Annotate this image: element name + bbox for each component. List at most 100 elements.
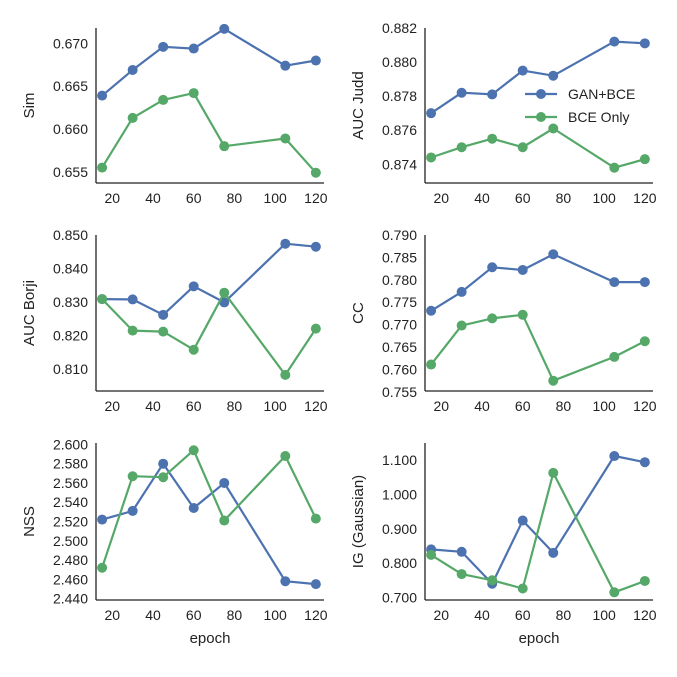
data-point-gan-bce	[456, 546, 467, 557]
legend-label-bce-only: BCE Only	[568, 109, 629, 125]
data-point-bce-only	[188, 445, 199, 456]
data-point-gan-bce	[188, 281, 199, 292]
x-tick-label: 100	[592, 398, 616, 414]
data-point-gan-bce	[426, 305, 437, 316]
data-point-gan-bce	[487, 89, 498, 100]
y-tick-label: 2.440	[53, 591, 88, 607]
y-tick-label: 0.760	[382, 361, 417, 377]
data-point-bce-only	[310, 167, 321, 178]
data-point-bce-only	[280, 451, 291, 462]
x-tick-label: 60	[515, 398, 531, 414]
data-point-bce-only	[188, 88, 199, 99]
data-point-bce-only	[609, 587, 620, 598]
panel-cc: 0.755 0.760 0.765 0.770 0.775 0.780 0.785 0.790…	[350, 227, 657, 414]
data-point-gan-bce	[548, 249, 559, 260]
panel-auc-judd: 0.874 0.876 0.878 0.880 0.882 20 40 60 80 100 120 A…	[350, 20, 657, 206]
data-point-bce-only	[517, 309, 528, 320]
y-tick-label: 0.665	[53, 78, 88, 94]
data-point-bce-only	[97, 294, 108, 305]
data-point-gan-bce	[548, 547, 559, 558]
x-tick-label: 120	[304, 190, 328, 206]
y-axis-label: Sim	[21, 93, 38, 119]
legend-label-gan-bce: GAN+BCE	[568, 86, 635, 102]
x-tick-label: 20	[433, 190, 449, 206]
x-tick-label: 120	[633, 607, 657, 623]
y-tick-label: 0.770	[382, 317, 417, 333]
x-tick-label: 100	[263, 607, 287, 623]
data-point-gan-bce	[456, 286, 467, 297]
data-point-bce-only	[609, 162, 620, 173]
x-tick-label: 40	[474, 398, 490, 414]
x-tick-label: 80	[556, 190, 572, 206]
legend-marker-gan-bce	[536, 89, 546, 99]
x-tick-label: 120	[304, 607, 328, 623]
x-tick-label: 40	[145, 190, 161, 206]
data-point-gan-bce	[127, 505, 138, 516]
data-point-gan-bce	[219, 297, 230, 308]
data-point-gan-bce	[127, 294, 138, 305]
data-point-bce-only	[456, 320, 467, 331]
x-tick-label: 20	[433, 607, 449, 623]
data-point-gan-bce	[127, 64, 138, 75]
x-tick-label: 120	[633, 190, 657, 206]
data-point-gan-bce	[548, 70, 559, 81]
data-point-bce-only	[487, 133, 498, 144]
y-tick-label: 0.790	[382, 227, 417, 243]
legend-marker-bce-only	[536, 112, 546, 122]
x-tick-label: 80	[227, 607, 243, 623]
data-point-gan-bce	[219, 23, 230, 34]
series-line-gan-bce	[100, 462, 317, 586]
y-tick-label: 0.765	[382, 339, 417, 355]
y-tick-label: 2.560	[53, 475, 88, 491]
data-point-bce-only	[127, 325, 138, 336]
data-point-gan-bce	[609, 277, 620, 288]
x-tick-label: 80	[227, 190, 243, 206]
y-tick-label: 0.670	[53, 35, 88, 51]
x-tick-label: 60	[186, 190, 202, 206]
data-point-bce-only	[548, 467, 559, 478]
data-point-bce-only	[219, 141, 230, 152]
data-point-bce-only	[517, 583, 528, 594]
x-tick-label: 40	[145, 607, 161, 623]
data-point-bce-only	[639, 575, 650, 586]
x-tick-label: 120	[304, 398, 328, 414]
y-tick-label: 0.850	[53, 227, 88, 243]
x-tick-label: 100	[592, 607, 616, 623]
y-tick-label: 0.874	[382, 156, 417, 172]
x-tick-label: 60	[186, 398, 202, 414]
x-tick-label: 20	[433, 398, 449, 414]
data-point-bce-only	[127, 471, 138, 482]
data-point-bce-only	[426, 359, 437, 370]
data-point-bce-only	[548, 375, 559, 386]
data-point-bce-only	[158, 326, 169, 337]
x-tick-label: 40	[474, 190, 490, 206]
y-tick-label: 0.876	[382, 122, 417, 138]
x-tick-label: 60	[515, 190, 531, 206]
data-point-gan-bce	[456, 87, 467, 98]
data-point-bce-only	[487, 575, 498, 586]
y-axis-label: AUC Judd	[350, 71, 367, 139]
y-tick-label: 0.830	[53, 294, 88, 310]
data-point-gan-bce	[517, 515, 528, 526]
y-tick-label: 0.820	[53, 328, 88, 344]
y-tick-label: 0.810	[53, 361, 88, 377]
y-tick-label: 0.660	[53, 121, 88, 137]
data-point-bce-only	[548, 123, 559, 134]
data-point-gan-bce	[219, 477, 230, 488]
y-tick-label: 2.520	[53, 514, 88, 530]
data-point-bce-only	[487, 313, 498, 324]
data-point-gan-bce	[487, 262, 498, 273]
y-tick-label: 2.540	[53, 494, 88, 510]
x-tick-label: 80	[556, 398, 572, 414]
panel-sim: 0.655 0.660 0.665 0.670 20 40 60 80 100 120 Sim	[21, 23, 328, 206]
y-tick-label: 0.655	[53, 164, 88, 180]
data-point-gan-bce	[517, 264, 528, 275]
y-axis-label: IG (Gaussian)	[350, 475, 367, 568]
data-point-bce-only	[219, 287, 230, 298]
y-tick-label: 0.882	[382, 20, 417, 36]
series-line-gan-bce	[430, 40, 647, 115]
data-point-bce-only	[188, 344, 199, 355]
x-axis-label: epoch	[519, 630, 560, 647]
y-tick-label: 2.500	[53, 533, 88, 549]
